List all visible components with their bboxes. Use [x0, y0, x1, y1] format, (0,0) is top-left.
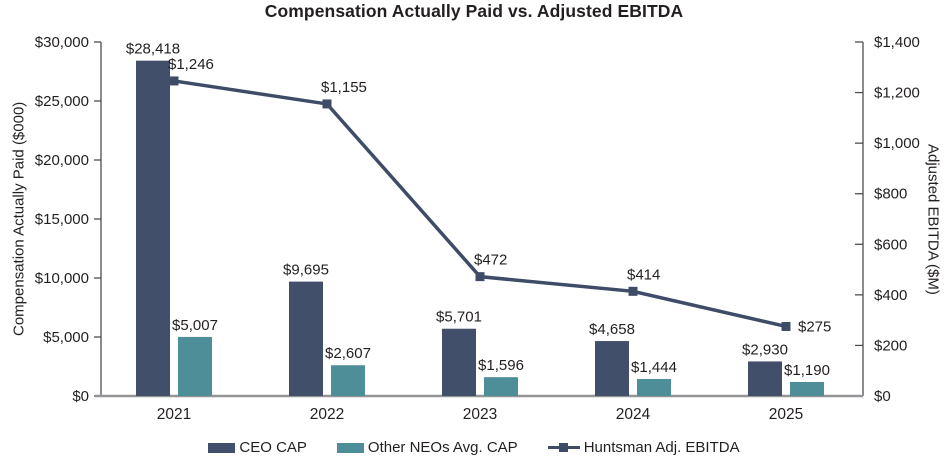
bar-other-neos-2025 — [790, 381, 824, 396]
ebitda-marker-2025 — [781, 321, 791, 331]
legend-label: CEO CAP — [239, 439, 307, 456]
legend-item-ceo-cap: CEO CAP — [208, 439, 307, 456]
right-axis-tick-label: $1,000 — [874, 135, 920, 152]
ebitda-marker-2021 — [169, 76, 179, 86]
other-neos-swatch-icon — [336, 442, 364, 453]
bar-value-label: $2,607 — [325, 345, 371, 362]
ebitda-marker-2022 — [322, 99, 332, 109]
left-axis-tick-label: $10,000 — [35, 270, 89, 287]
bar-value-label: $5,701 — [436, 309, 482, 326]
line-value-label: $472 — [474, 252, 507, 269]
right-axis-tick-label: $1,200 — [874, 85, 920, 102]
left-axis-tick-label: $25,000 — [35, 93, 89, 110]
ebitda-marker-2023 — [475, 272, 485, 282]
ebitda-line — [173, 79, 787, 329]
ebitda-line-swatch-icon — [547, 443, 580, 452]
bar-other-neos-2022 — [331, 365, 365, 396]
right-axis-tick-label: $400 — [874, 287, 907, 304]
bar-value-label: $1,596 — [478, 357, 524, 374]
bar-other-neos-2024 — [637, 378, 671, 396]
x-axis-label: 2023 — [463, 406, 497, 423]
line-value-label: $275 — [798, 318, 831, 335]
line-value-label: $1,246 — [168, 56, 214, 73]
left-axis-tick-label: $5,000 — [43, 329, 89, 346]
right-axis-tick-label: $200 — [874, 337, 907, 354]
ceo-cap-swatch-icon — [208, 442, 236, 453]
bar-other-neos-2021 — [178, 336, 212, 396]
bar-ceo-cap-2023 — [442, 328, 476, 396]
bar-value-label: $2,930 — [742, 341, 788, 358]
right-axis-title: Adjusted EBITDA ($M) — [924, 143, 942, 295]
line-value-label: $1,155 — [321, 79, 367, 96]
bar-value-label: $9,695 — [283, 262, 329, 279]
right-axis-tick-label: $0 — [874, 388, 891, 405]
x-axis-label: 2024 — [616, 406, 651, 423]
legend-item-other-neos: Other NEOs Avg. CAP — [336, 439, 518, 456]
left-axis-tick-label: $15,000 — [35, 211, 89, 228]
bar-ceo-cap-2022 — [289, 281, 323, 396]
bar-ceo-cap-2024 — [595, 341, 629, 396]
x-axis-label: 2022 — [310, 406, 344, 423]
chart-title: Compensation Actually Paid vs. Adjusted … — [264, 1, 684, 21]
line-value-label: $414 — [627, 266, 660, 283]
left-axis-tick-label: $30,000 — [35, 34, 89, 51]
line-swatch-marker — [558, 443, 568, 452]
chart-canvas: $0 $5,000 $10,000 $15,000 $20,000 $25,000 $30,… — [35, 34, 920, 423]
left-axis-tick-label: $20,000 — [35, 152, 89, 169]
right-axis-tick-label: $1,400 — [874, 34, 920, 51]
bar-value-label: $4,658 — [589, 321, 635, 338]
ebitda-marker-2024 — [628, 286, 638, 296]
x-axis-label: 2021 — [157, 406, 191, 423]
bar-ceo-cap-2021 — [136, 60, 170, 396]
x-axis-label: 2025 — [769, 406, 803, 423]
right-axis-tick-label: $600 — [874, 236, 907, 253]
chart-legend: CEO CAP Other NEOs Avg. CAP Huntsman Adj… — [0, 439, 948, 456]
legend-item-ebitda: Huntsman Adj. EBITDA — [547, 439, 740, 456]
bar-value-label: $1,444 — [631, 359, 677, 376]
right-axis-tick-label: $800 — [874, 186, 907, 203]
legend-label: Huntsman Adj. EBITDA — [583, 439, 740, 456]
left-axis-tick-label: $0 — [72, 388, 89, 405]
legend-label: Other NEOs Avg. CAP — [367, 439, 518, 456]
bar-value-label: $5,007 — [172, 317, 218, 334]
bar-other-neos-2023 — [484, 377, 518, 396]
bar-ceo-cap-2025 — [748, 361, 782, 396]
bar-value-label: $28,418 — [126, 41, 180, 58]
bar-value-label: $1,190 — [784, 362, 830, 379]
